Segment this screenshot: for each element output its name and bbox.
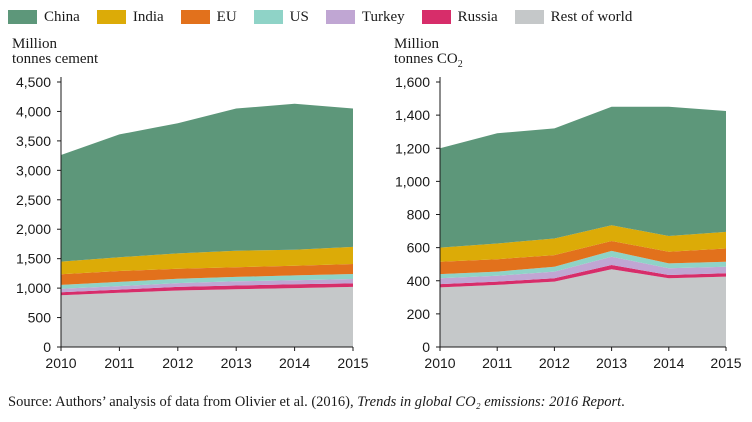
right-y-axis-label-subscript: 2 — [457, 59, 463, 70]
legend-label: US — [289, 8, 309, 25]
co2-area-turkey — [440, 256, 726, 285]
co2-y-tick-label: 1,200 — [395, 140, 430, 156]
co2-area-india — [440, 225, 726, 262]
cement-area-china — [61, 103, 353, 262]
legend-label: EU — [216, 8, 237, 25]
right-y-axis-label-line1: Million — [394, 36, 440, 52]
cement-y-tick-label: 3,000 — [16, 162, 51, 178]
left-y-axis-label-line1: Million — [12, 36, 58, 52]
legend-label: Rest of world — [550, 8, 633, 25]
legend-label: Russia — [457, 8, 498, 25]
right-y-axis-label-line2: tonnes CO — [394, 51, 458, 67]
cement-area-turkey — [61, 279, 353, 293]
co2-x-tick-label: 2011 — [482, 355, 512, 371]
cement-x-tick-label: 2011 — [104, 355, 134, 371]
cement-x-tick-label: 2013 — [221, 355, 252, 371]
legend-swatch — [514, 10, 544, 24]
chart-legend: China India EU US Turkey Russia Rest of world — [8, 6, 649, 28]
legend-item: China — [8, 9, 80, 26]
legend-swatch — [8, 10, 37, 24]
co2-x-tick-label: 2012 — [539, 355, 570, 371]
legend-label: India — [132, 8, 164, 25]
co2-area-us — [440, 250, 726, 279]
co2-y-tick-label: 1,400 — [395, 107, 430, 123]
co2-area-rest-of-world — [440, 269, 726, 347]
legend-item: Rest of world — [514, 8, 633, 26]
legend-swatch — [325, 10, 355, 24]
co2-area-russia — [440, 265, 726, 288]
cement-y-tick-label: 4,000 — [16, 103, 51, 119]
co2-y-tick-label: 1,000 — [395, 173, 430, 189]
source-prefix: Source: Authors’ analysis of data from O… — [8, 394, 358, 410]
source-report-title: Trends in global CO₂ emissions: 2016 Rep… — [357, 394, 622, 410]
cement-x-tick-label: 2012 — [162, 355, 193, 371]
cement-area-eu — [61, 264, 353, 285]
co2-x-tick-label: 2015 — [710, 355, 741, 371]
co2-area-eu — [440, 241, 726, 275]
legend-swatch — [421, 10, 451, 24]
source-note: Source: Authors’ analysis of data from O… — [8, 394, 625, 411]
cement-y-tick-label: 2,000 — [16, 221, 51, 237]
co2-area-china — [440, 106, 726, 248]
co2-y-tick-label: 800 — [407, 207, 431, 223]
legend-item: US — [253, 8, 309, 26]
co2-y-tick-label: 400 — [407, 273, 431, 289]
legend-swatch — [253, 10, 283, 24]
legend-item: India — [96, 8, 164, 26]
right-y-axis-label: Million tonnes CO2 — [394, 37, 463, 72]
cement-area-us — [61, 274, 353, 289]
cement-y-tick-label: 3,500 — [16, 133, 51, 149]
cement-x-tick-label: 2014 — [279, 355, 310, 371]
legend-swatch — [180, 10, 210, 24]
co2-x-tick-label: 2010 — [424, 355, 455, 371]
cement-x-tick-label: 2015 — [337, 355, 368, 371]
legend-item: Russia — [421, 8, 498, 26]
co2-y-tick-label: 1,600 — [395, 74, 430, 90]
cement-y-tick-label: 1,500 — [16, 251, 51, 267]
cement-y-tick-label: 2,500 — [16, 192, 51, 208]
source-suffix: . — [621, 394, 625, 410]
cement-y-tick-label: 4,500 — [16, 74, 51, 90]
cement-area-russia — [61, 283, 353, 296]
cement-area-india — [61, 246, 353, 275]
co2-x-tick-label: 2013 — [596, 355, 627, 371]
left-y-axis-label-line2: tonnes cement — [12, 51, 99, 67]
legend-swatch — [96, 10, 126, 24]
legend-item: EU — [180, 8, 237, 26]
left-y-axis-label: Million tonnes cement — [12, 37, 98, 67]
co2-y-tick-label: 600 — [407, 240, 431, 256]
co2-y-tick-label: 0 — [422, 339, 430, 355]
co2-x-tick-label: 2014 — [653, 355, 684, 371]
legend-label: China — [44, 8, 80, 25]
cement-area-rest-of-world — [61, 286, 353, 347]
cement-y-tick-label: 500 — [28, 310, 52, 326]
legend-item: Turkey — [325, 8, 405, 26]
cement-x-tick-label: 2010 — [45, 355, 76, 371]
legend-label: Turkey — [361, 8, 405, 25]
co2-y-tick-label: 200 — [407, 306, 431, 322]
cement-y-tick-label: 0 — [43, 339, 51, 355]
cement-y-tick-label: 1,000 — [16, 280, 51, 296]
